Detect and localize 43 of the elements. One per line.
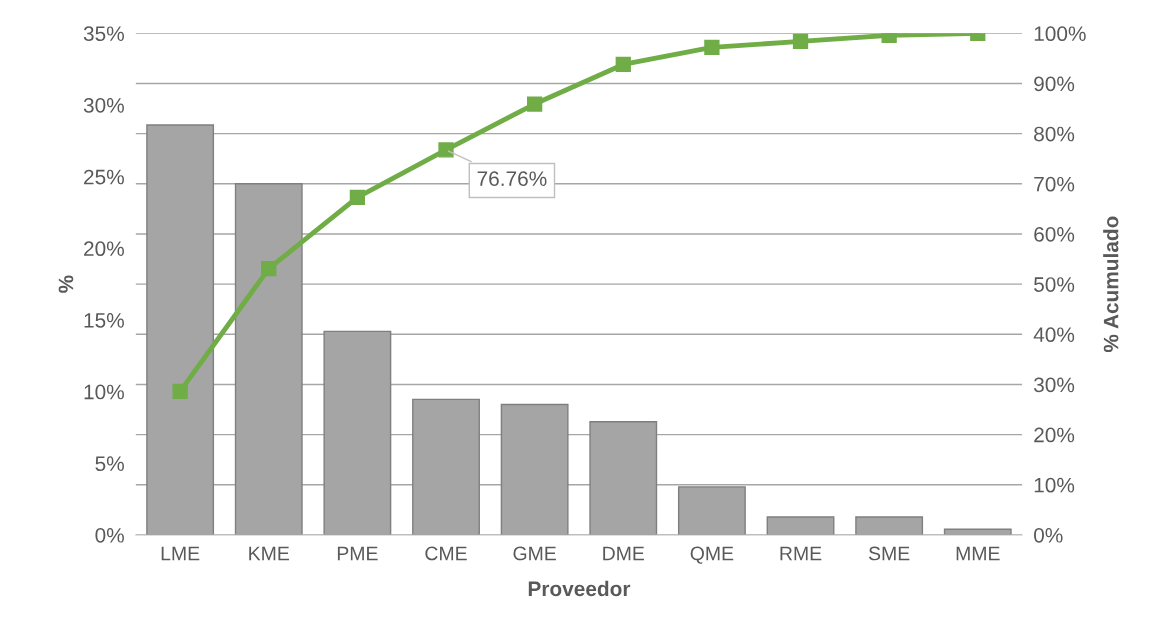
y-tick-label: 35% [83, 26, 124, 42]
x-tick-label: DME [603, 546, 645, 561]
y-tick-label: 15% [84, 313, 124, 328]
y2-tick-label: 70% [1034, 176, 1075, 192]
point [792, 33, 809, 49]
y-tick-label: 30% [83, 97, 124, 113]
point [172, 383, 188, 400]
x-tick-label: CME [425, 546, 467, 561]
x-axis-title: Proveedor [528, 580, 631, 597]
y2-tick-label: 40% [1033, 327, 1075, 343]
y2-tick-label: 80% [1034, 126, 1075, 142]
y-tick-label: 10% [84, 384, 124, 400]
x-tick-label: SME [868, 546, 910, 561]
y2-tick-label: 10% [1034, 477, 1075, 493]
x-tick-label: MME [956, 546, 1000, 561]
x-tick-label: LME [161, 546, 200, 561]
x-tick-label: PME [337, 546, 378, 561]
point [526, 96, 543, 112]
y-tick-label: 0% [95, 527, 124, 543]
x-tick-label: KME [249, 546, 289, 561]
y2-tick-label: 100% [1034, 26, 1086, 42]
y-axis-title: % [58, 275, 74, 293]
point [349, 189, 366, 205]
bar [766, 516, 835, 535]
x-tick-label: GME [513, 546, 556, 561]
point [261, 260, 277, 277]
y2-axis-title: % Acumulado [1103, 216, 1119, 353]
y-tick-label: 5% [95, 456, 124, 472]
y2-tick-label: 0% [1034, 527, 1063, 543]
y2-tick-label: 20% [1034, 427, 1075, 443]
x-tick-label: RME [780, 546, 822, 561]
x-tick-label: QME [690, 546, 734, 564]
y2-tick-label: 30% [1033, 377, 1075, 393]
point [438, 142, 454, 158]
bar [855, 516, 924, 535]
data-label: 76.76% [477, 171, 547, 187]
y2-tick-label: 50% [1034, 277, 1075, 292]
y2-tick-label: 60% [1034, 226, 1075, 242]
y-tick-label: 20% [84, 241, 124, 257]
y-tick-label: 25% [84, 169, 124, 185]
point [615, 56, 631, 73]
point [704, 39, 720, 56]
y2-tick-label: 90% [1034, 76, 1075, 92]
